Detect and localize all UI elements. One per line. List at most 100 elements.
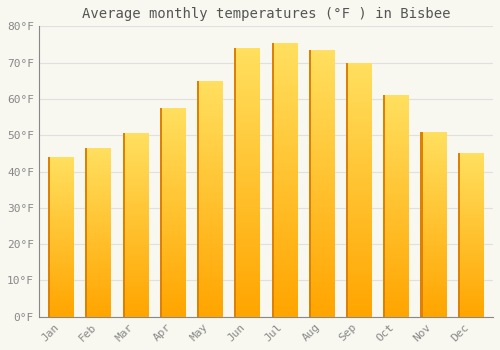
Bar xyxy=(308,242,335,245)
Bar xyxy=(86,258,112,259)
Bar xyxy=(234,241,260,244)
Bar xyxy=(48,221,74,223)
Bar xyxy=(48,234,74,235)
Bar xyxy=(48,192,74,194)
Bar xyxy=(308,95,335,98)
Bar xyxy=(160,133,186,135)
Bar xyxy=(48,178,74,180)
Bar xyxy=(420,206,446,208)
Bar xyxy=(86,185,112,187)
Bar xyxy=(420,232,446,233)
Bar xyxy=(197,220,223,222)
Bar xyxy=(308,269,335,272)
Bar xyxy=(160,298,186,300)
Bar xyxy=(458,224,483,225)
Bar xyxy=(308,210,335,213)
Bar xyxy=(308,205,335,207)
Bar xyxy=(346,236,372,238)
Bar xyxy=(458,284,483,286)
Bar xyxy=(234,70,260,72)
Bar xyxy=(308,303,335,306)
Bar xyxy=(308,178,335,181)
Bar xyxy=(272,240,297,243)
Bar xyxy=(197,241,223,244)
Bar xyxy=(234,99,260,102)
Bar xyxy=(86,276,112,278)
Bar xyxy=(86,195,112,197)
Bar xyxy=(346,131,372,134)
Bar xyxy=(234,180,260,182)
Bar xyxy=(272,234,297,237)
Bar xyxy=(383,315,409,317)
Bar xyxy=(308,264,335,266)
Bar xyxy=(346,266,372,268)
Bar xyxy=(234,105,260,107)
Bar xyxy=(197,83,223,85)
Bar xyxy=(160,141,186,144)
Bar xyxy=(197,272,223,274)
Bar xyxy=(272,43,297,46)
Bar xyxy=(272,287,297,289)
Bar xyxy=(160,122,186,125)
Bar xyxy=(48,245,74,246)
Bar xyxy=(48,299,74,301)
Bar xyxy=(197,142,223,145)
Bar xyxy=(197,262,223,265)
Bar xyxy=(160,171,186,173)
Bar xyxy=(160,227,186,229)
Bar xyxy=(346,243,372,246)
Bar xyxy=(346,299,372,302)
Bar xyxy=(86,246,112,247)
Bar xyxy=(308,127,335,130)
Bar xyxy=(308,55,335,58)
Bar xyxy=(383,137,409,140)
Bar xyxy=(458,163,483,165)
Bar xyxy=(346,279,372,281)
Bar xyxy=(234,303,260,306)
Bar xyxy=(48,274,74,275)
Bar xyxy=(308,141,335,143)
Bar xyxy=(458,222,483,224)
Bar xyxy=(346,184,372,187)
Bar xyxy=(272,303,297,306)
Bar xyxy=(160,169,186,171)
Bar xyxy=(383,190,409,193)
Bar xyxy=(48,267,74,269)
Bar xyxy=(383,148,409,150)
Bar xyxy=(234,209,260,212)
Bar xyxy=(86,183,112,185)
Bar xyxy=(160,139,186,141)
Bar xyxy=(122,190,148,192)
Bar xyxy=(308,301,335,303)
Bar xyxy=(234,236,260,239)
Bar xyxy=(346,208,372,210)
Bar xyxy=(346,124,372,126)
Bar xyxy=(48,256,74,258)
Bar xyxy=(160,296,186,298)
Bar xyxy=(346,78,372,80)
Bar xyxy=(86,259,112,261)
Bar xyxy=(48,195,74,197)
Bar xyxy=(197,152,223,154)
Bar xyxy=(308,108,335,111)
Bar xyxy=(86,234,112,236)
Bar xyxy=(234,228,260,231)
Bar xyxy=(383,108,409,111)
Bar xyxy=(86,244,112,246)
Bar xyxy=(346,190,372,192)
Bar xyxy=(420,139,446,141)
Bar xyxy=(234,56,260,59)
Bar xyxy=(383,210,409,213)
Bar xyxy=(86,209,112,210)
Bar xyxy=(86,207,112,209)
Bar xyxy=(122,219,148,222)
Bar xyxy=(308,287,335,290)
Bar xyxy=(383,157,409,160)
Bar xyxy=(458,270,483,271)
Bar xyxy=(86,198,112,200)
Bar xyxy=(86,151,112,153)
Bar xyxy=(86,268,112,270)
Bar xyxy=(122,289,148,291)
Bar xyxy=(48,181,74,183)
Bar xyxy=(458,189,483,191)
